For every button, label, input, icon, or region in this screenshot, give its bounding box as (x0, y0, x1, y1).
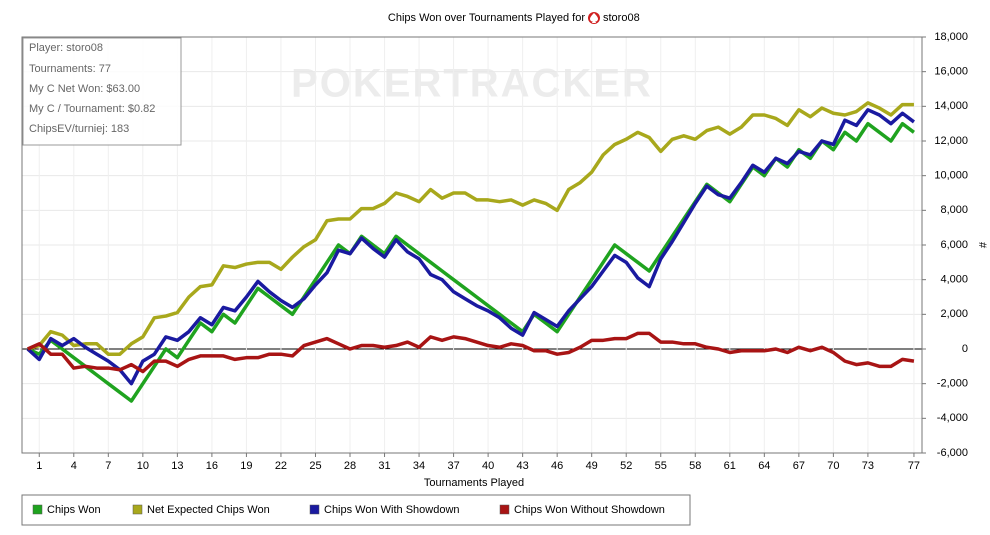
x-tick-label: 46 (551, 460, 563, 472)
legend-label: Chips Won (47, 504, 101, 516)
y-tick-label: 10,000 (934, 170, 968, 182)
x-tick-label: 1 (36, 460, 42, 472)
info-line: My C Net Won: $63.00 (29, 83, 140, 95)
info-line: My C / Tournament: $0.82 (29, 103, 155, 115)
x-tick-label: 67 (793, 460, 805, 472)
y-tick-label: 4,000 (940, 274, 968, 286)
series-line (26, 108, 915, 386)
y-tick-label: -2,000 (937, 378, 968, 390)
x-tick-label: 10 (137, 460, 149, 472)
y-tick-label: -6,000 (937, 447, 968, 459)
legend-label: Chips Won With Showdown (324, 504, 460, 516)
y-tick-label: 0 (962, 343, 968, 355)
x-tick-label: 64 (758, 460, 770, 472)
x-tick-label: 77 (908, 460, 920, 472)
x-tick-label: 37 (447, 460, 459, 472)
info-line: Tournaments: 77 (29, 63, 111, 75)
x-tick-label: 58 (689, 460, 701, 472)
x-tick-label: 55 (655, 460, 667, 472)
y-tick-label: 6,000 (940, 239, 968, 251)
y-tick-label: 14,000 (934, 100, 968, 112)
x-tick-label: 70 (827, 460, 839, 472)
legend-label: Chips Won Without Showdown (514, 504, 665, 516)
y-tick-label: -4,000 (937, 412, 968, 424)
series-line (27, 121, 915, 403)
info-line: ChipsEV/turniej: 183 (29, 123, 129, 135)
x-tick-label: 13 (171, 460, 183, 472)
x-tick-label: 34 (413, 460, 425, 472)
watermark: POKERTRACKER (291, 62, 653, 106)
x-tick-label: 31 (378, 460, 390, 472)
x-tick-label: 28 (344, 460, 356, 472)
info-box: Player: storo08 Tournaments: 77 My C Net… (22, 37, 182, 146)
x-tick-label: 61 (724, 460, 736, 472)
legend-swatch (32, 504, 43, 515)
legend-swatch (309, 504, 320, 515)
y-tick-label: 18,000 (934, 31, 968, 43)
x-tick-label: 52 (620, 460, 632, 472)
series-line (27, 101, 914, 356)
legend-swatch (499, 504, 510, 515)
x-tick-label: 43 (517, 460, 529, 472)
x-tick-label: 22 (275, 460, 287, 472)
y-tick-label: 12,000 (934, 135, 968, 147)
player-name: storo08 (603, 12, 640, 24)
x-tick-label: 73 (862, 460, 874, 472)
x-tick-label: 19 (240, 460, 252, 472)
x-tick-label: 25 (309, 460, 321, 472)
info-line: Player: storo08 (29, 42, 103, 54)
legend-label: Net Expected Chips Won (147, 504, 270, 516)
legend-items: Chips Won Net Expected Chips Won Chips Won… (32, 504, 665, 516)
x-tick-label: 4 (71, 460, 77, 472)
x-axis-label: Tournaments Played (424, 477, 524, 489)
x-tick-label: 7 (105, 460, 111, 472)
y-tick-label: 2,000 (940, 308, 968, 320)
chart-title: Chips Won over Tournaments Played for (388, 12, 585, 24)
plot-border (21, 36, 923, 454)
series-line (27, 331, 915, 374)
y-tick-label: 8,000 (940, 204, 968, 216)
y-tick-label: 16,000 (934, 66, 968, 78)
y-axis-label: # (976, 242, 988, 249)
spade-icon (588, 12, 600, 24)
x-tick-label: 40 (482, 460, 494, 472)
legend-swatch (132, 504, 143, 515)
x-tick-label: 16 (206, 460, 218, 472)
x-tick-label: 49 (586, 460, 598, 472)
info-box-frame (22, 37, 182, 146)
